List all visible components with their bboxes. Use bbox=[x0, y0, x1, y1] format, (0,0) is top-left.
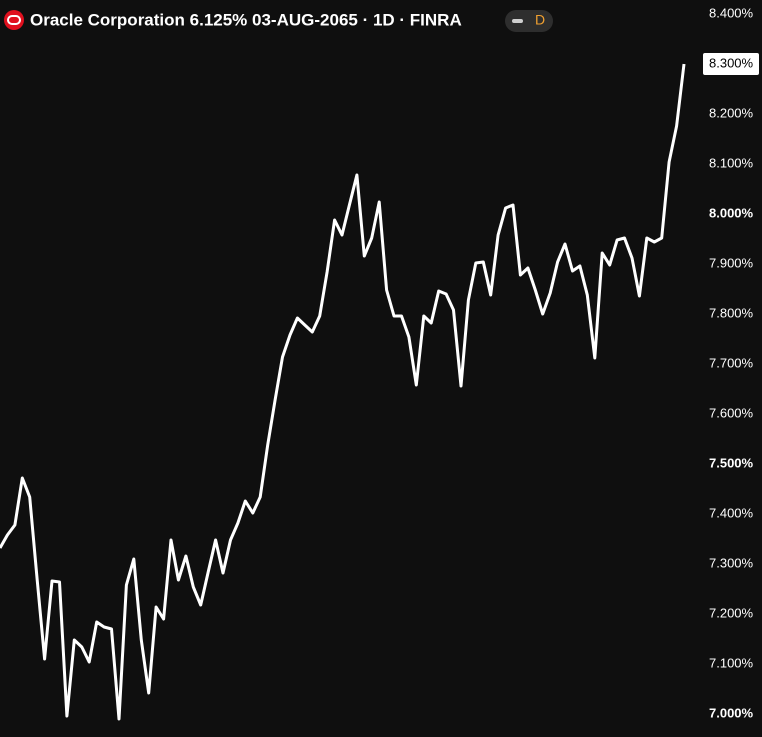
price-line bbox=[0, 63, 686, 721]
chart-title: Oracle Corporation 6.125% 03-AUG-2065 · … bbox=[30, 10, 462, 29]
y-tick-label: 7.400% bbox=[709, 505, 754, 520]
y-tick-label: 7.700% bbox=[709, 355, 754, 370]
y-tick-label: 7.500% bbox=[709, 455, 754, 470]
y-tick-label: 7.600% bbox=[709, 405, 754, 420]
interval-label: D bbox=[535, 12, 545, 28]
y-tick-label: 8.200% bbox=[709, 105, 754, 120]
badge-icon bbox=[512, 19, 523, 23]
y-tick-label: 7.000% bbox=[709, 705, 754, 720]
y-tick-label: 8.100% bbox=[709, 155, 754, 170]
y-tick-label: 7.200% bbox=[709, 605, 754, 620]
logo-mark bbox=[7, 15, 21, 25]
logo bbox=[4, 10, 24, 30]
y-tick-label: 7.300% bbox=[709, 555, 754, 570]
y-tick-label: 8.400% bbox=[709, 5, 754, 20]
y-tick-label: 8.000% bbox=[709, 205, 754, 220]
last-value-box bbox=[703, 53, 759, 75]
y-tick-label: 7.900% bbox=[709, 255, 754, 270]
y-tick-label: 7.100% bbox=[709, 655, 754, 670]
interval-badge[interactable] bbox=[505, 10, 553, 32]
y-tick-label: 7.800% bbox=[709, 305, 754, 320]
last-value-label: 8.300% bbox=[709, 55, 754, 70]
